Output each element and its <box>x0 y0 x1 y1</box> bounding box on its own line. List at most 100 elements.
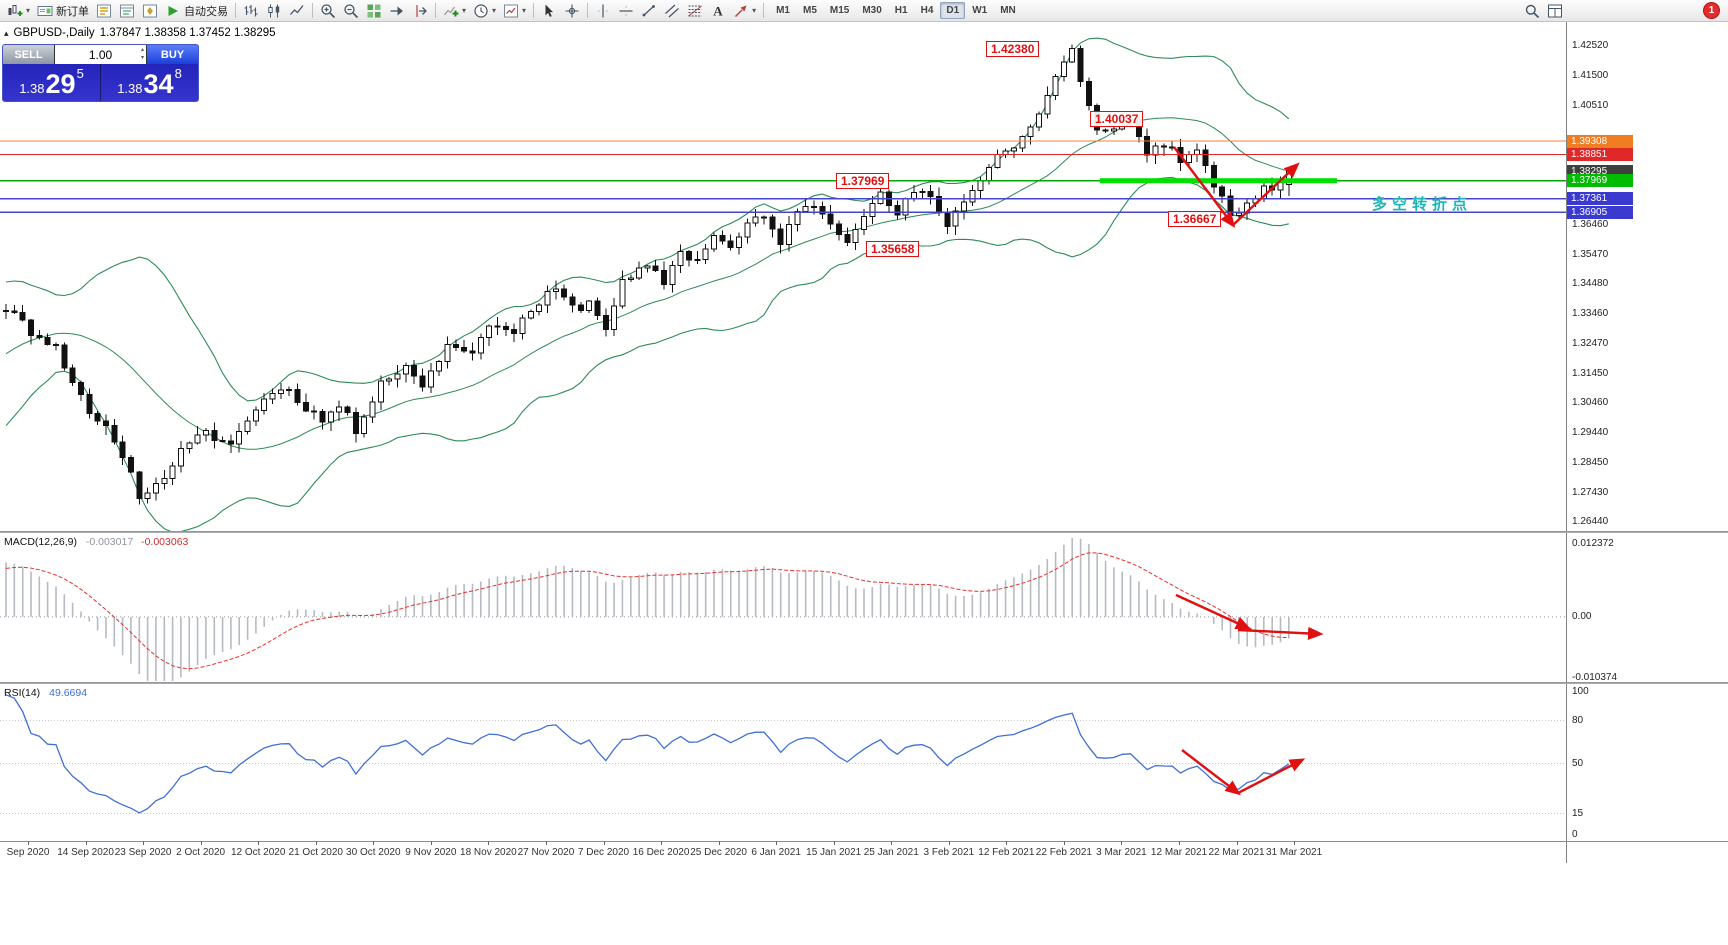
spinner-down-icon[interactable]: ▾ <box>140 55 144 61</box>
date-label[interactable]: 31 Mar 2021 <box>1266 847 1323 858</box>
periods-icon <box>474 3 488 18</box>
date-label[interactable]: 15 Jan 2021 <box>806 847 862 858</box>
new-chart-button[interactable]: ▾ <box>4 1 33 20</box>
price-scale-tick: 1.42520 <box>1572 40 1609 51</box>
buy-price[interactable]: 1.38 34 8 <box>100 64 198 101</box>
date-label[interactable]: 12 Oct 2020 <box>230 847 286 858</box>
timeframe-m5[interactable]: M5 <box>797 2 823 19</box>
ohlc-values: 1.37847 1.38358 1.37452 1.38295 <box>99 27 276 39</box>
date-label[interactable]: 12 Mar 2021 <box>1150 847 1208 858</box>
search-button[interactable] <box>1521 1 1543 20</box>
spinner-up-icon[interactable]: ▴ <box>140 47 144 53</box>
line-chart-button[interactable] <box>286 1 308 20</box>
auto-scroll-button[interactable] <box>386 1 408 20</box>
price-annotation[interactable]: 1.35658 <box>866 241 920 257</box>
date-label[interactable]: 3 Mar 2021 <box>1096 847 1147 858</box>
date-label[interactable]: 21 Oct 2020 <box>288 847 343 858</box>
date-label[interactable]: 9 Nov 2020 <box>405 847 457 858</box>
date-label[interactable]: 12 Feb 2021 <box>978 847 1035 858</box>
date-label[interactable]: 22 Feb 2021 <box>1035 847 1092 858</box>
date-label[interactable]: 30 Oct 2020 <box>346 847 401 858</box>
zoom-in-button[interactable] <box>317 1 339 20</box>
timeframe-h4[interactable]: H4 <box>915 2 940 19</box>
fibonacci-button[interactable] <box>684 1 706 20</box>
arrows-tool-icon <box>735 5 747 17</box>
timeframe-m1[interactable]: M1 <box>770 2 796 19</box>
crosshair-button[interactable] <box>561 1 583 20</box>
timeframe-d1[interactable]: D1 <box>940 2 966 19</box>
sell-price[interactable]: 1.38 29 5 <box>3 64 100 101</box>
channel-button[interactable] <box>661 1 683 20</box>
arrows-tool-button[interactable]: ▾ <box>730 1 759 20</box>
notification-badge[interactable]: 1 <box>1703 2 1720 19</box>
note-annotation[interactable]: 多空转折点 <box>1372 196 1473 213</box>
volume-input[interactable]: 1.00 ▴ ▾ <box>55 45 146 64</box>
rsi-label: RSI(14) <box>4 687 41 699</box>
timeframe-m30[interactable]: M30 <box>856 2 887 19</box>
toolbar-separator <box>235 3 237 18</box>
zoom-out-icon <box>344 3 359 18</box>
timeframe-w1[interactable]: W1 <box>966 2 993 19</box>
price-scale[interactable] <box>1566 22 1728 863</box>
sell-price-base: 1.38 <box>19 81 45 96</box>
date-label[interactable]: 23 Sep 2020 <box>114 847 172 858</box>
date-label[interactable]: 25 Dec 2020 <box>690 847 747 858</box>
data-window-button[interactable] <box>116 1 138 20</box>
one-click-collapse-icon[interactable]: ▴ <box>4 27 9 38</box>
date-label[interactable]: 22 Mar 2021 <box>1208 847 1265 858</box>
text-tool-button[interactable]: A <box>707 1 729 20</box>
vertical-line-button[interactable] <box>592 1 614 20</box>
date-label[interactable]: 27 Nov 2020 <box>517 847 575 858</box>
horizontal-line-button[interactable] <box>615 1 637 20</box>
candlestick-chart-button[interactable] <box>263 1 285 20</box>
panel-separator[interactable] <box>0 682 1728 684</box>
price-scale-tick: 1.29440 <box>1572 427 1609 439</box>
sell-button[interactable]: SELL <box>3 45 55 64</box>
price-annotation[interactable]: 1.40037 <box>1090 111 1144 127</box>
macd-scale-tick: 0.00 <box>1572 610 1592 622</box>
volume-spinner[interactable]: ▴ ▾ <box>141 46 144 62</box>
templates-button[interactable]: ▾ <box>500 1 529 20</box>
date-label[interactable]: 3 Feb 2021 <box>923 847 975 858</box>
chevron-down-icon: ▾ <box>492 6 497 15</box>
timeframe-mn[interactable]: MN <box>994 2 1022 19</box>
date-tick <box>545 841 547 845</box>
date-label[interactable]: 2 Oct 2020 <box>176 847 226 858</box>
window-layout-button[interactable] <box>1544 1 1566 20</box>
price-annotation[interactable]: 1.36667 <box>1168 211 1222 227</box>
date-label[interactable]: 16 Dec 2020 <box>632 847 690 858</box>
date-label[interactable]: 14 Sep 2020 <box>57 847 114 858</box>
rsi-value: 49.6694 <box>49 687 88 699</box>
zoom-out-button[interactable] <box>340 1 362 20</box>
price-annotation[interactable]: 1.37969 <box>836 173 890 189</box>
cursor-button[interactable] <box>538 1 560 20</box>
zoom-in-icon <box>321 3 336 18</box>
trendline-button[interactable] <box>638 1 660 20</box>
new-order-label: 新订单 <box>56 5 90 18</box>
new-chart-icon <box>8 4 23 16</box>
new-order-button[interactable]: 新订单 <box>34 1 92 20</box>
panel-separator[interactable] <box>0 531 1728 533</box>
date-label[interactable]: 18 Nov 2020 <box>460 847 517 858</box>
indicators-icon <box>444 6 459 16</box>
date-label[interactable]: 7 Dec 2020 <box>577 847 630 858</box>
bar-chart-button[interactable] <box>240 1 262 20</box>
market-watch-button[interactable] <box>93 1 115 20</box>
chart-shift-button[interactable] <box>409 1 431 20</box>
periods-button[interactable]: ▾ <box>470 1 499 20</box>
auto-trading-button[interactable]: 自动交易 <box>162 1 231 20</box>
buy-button[interactable]: BUY <box>146 45 198 64</box>
date-label[interactable]: 25 Jan 2021 <box>863 847 919 858</box>
tile-windows-button[interactable] <box>363 1 385 20</box>
timeframe-h1[interactable]: H1 <box>889 2 914 19</box>
date-label[interactable]: 6 Jan 2021 <box>751 847 801 858</box>
price-annotation[interactable]: 1.42380 <box>986 41 1040 57</box>
indicators-button[interactable]: ▾ <box>440 1 469 20</box>
date-tick <box>1121 841 1123 845</box>
navigator-button[interactable] <box>139 1 161 20</box>
timeframe-m15[interactable]: M15 <box>824 2 855 19</box>
trendline-icon <box>642 4 655 16</box>
price-scale-tick: 1.34480 <box>1572 278 1609 289</box>
date-label[interactable]: Sep 2020 <box>6 847 50 858</box>
